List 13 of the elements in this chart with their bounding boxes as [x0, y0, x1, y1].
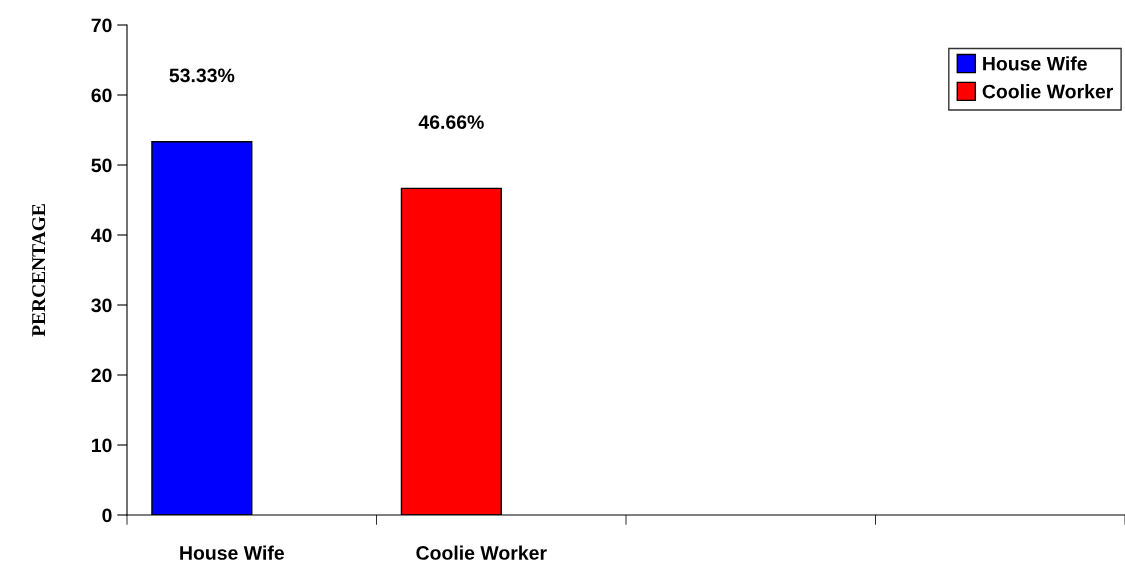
- y-axis-title: PERCENTAGE: [32, 204, 46, 337]
- y-tick-label: 30: [91, 298, 112, 313]
- data-label: 53.33%: [169, 68, 235, 83]
- y-tick-label: 20: [91, 368, 112, 383]
- y-tick-label: 10: [92, 438, 112, 453]
- y-tick-label: 0: [102, 508, 112, 523]
- y-tick-label: 40: [91, 228, 112, 243]
- legend-label: Coolie Worker: [982, 84, 1114, 99]
- y-tick-label: 60: [91, 88, 112, 103]
- legend-label: House Wife: [983, 56, 1087, 71]
- y-tick-label: 50: [91, 158, 112, 173]
- y-tick-label: 70: [91, 18, 112, 33]
- data-label: 46.66%: [418, 115, 484, 129]
